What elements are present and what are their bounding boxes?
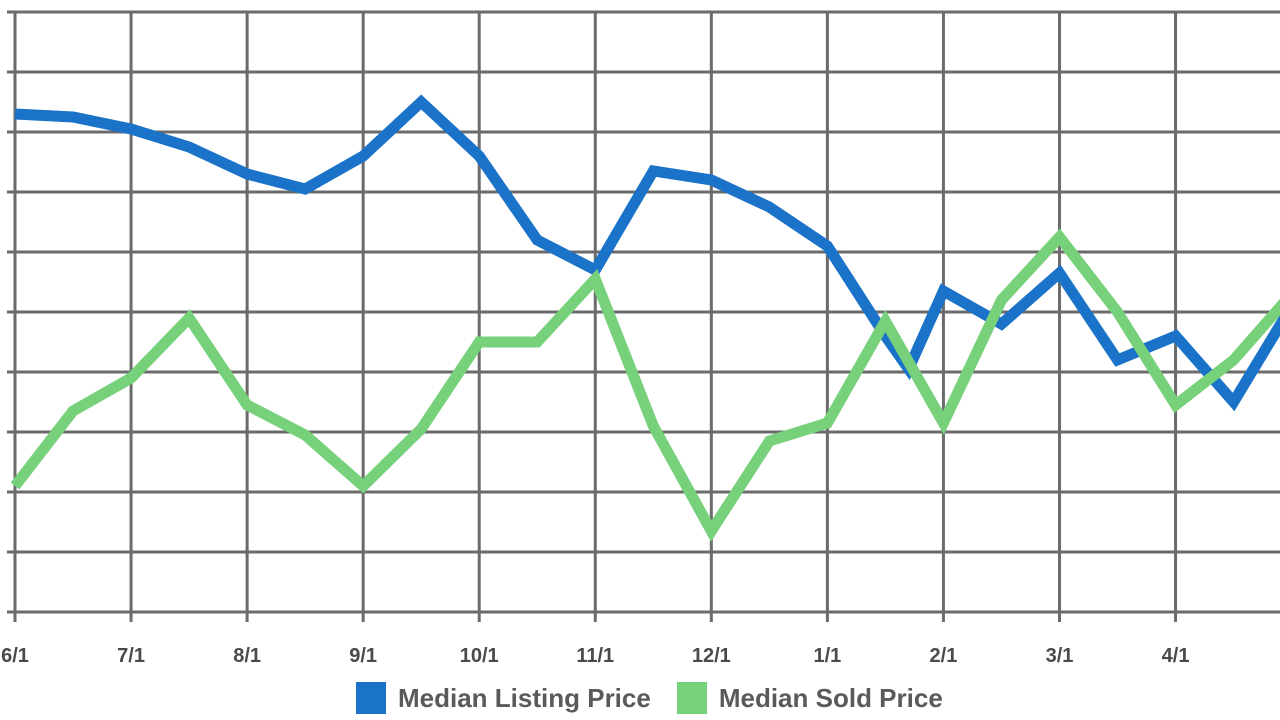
series-line-sold xyxy=(10,228,1280,542)
x-tick-labels: 6/1 7/1 8/1 9/1 10/1 11/1 12/1 1/1 2/1 3/1 4/1 xyxy=(1,645,1189,667)
legend-item-sold: Median Sold Price xyxy=(676,682,943,714)
x-tick-label: 8/1 xyxy=(233,645,261,667)
x-tick-label: 9/1 xyxy=(349,645,377,667)
grid xyxy=(7,10,1280,622)
x-tick-label: 2/1 xyxy=(930,645,958,667)
x-tick-label: 11/1 xyxy=(576,645,614,667)
legend-swatch-sold xyxy=(676,682,707,714)
x-tick-label: 6/1 xyxy=(1,645,29,667)
x-tick-label: 12/1 xyxy=(692,645,731,667)
x-tick-label: 7/1 xyxy=(117,645,145,667)
legend-label-sold: Median Sold Price xyxy=(718,682,943,713)
x-tick-label: 3/1 xyxy=(1046,645,1074,667)
legend-item-listing: Median Listing Price xyxy=(356,682,651,714)
x-tick-label: 1/1 xyxy=(813,645,841,667)
legend: Median Listing Price Median Sold Price xyxy=(356,682,969,714)
series-line-listing xyxy=(14,94,1280,412)
legend-label-listing: Median Listing Price xyxy=(398,682,651,713)
x-tick-label: 10/1 xyxy=(460,645,499,667)
x-tick-label: 4/1 xyxy=(1162,645,1190,667)
legend-swatch-listing xyxy=(356,682,386,714)
series-layer xyxy=(10,94,1280,542)
